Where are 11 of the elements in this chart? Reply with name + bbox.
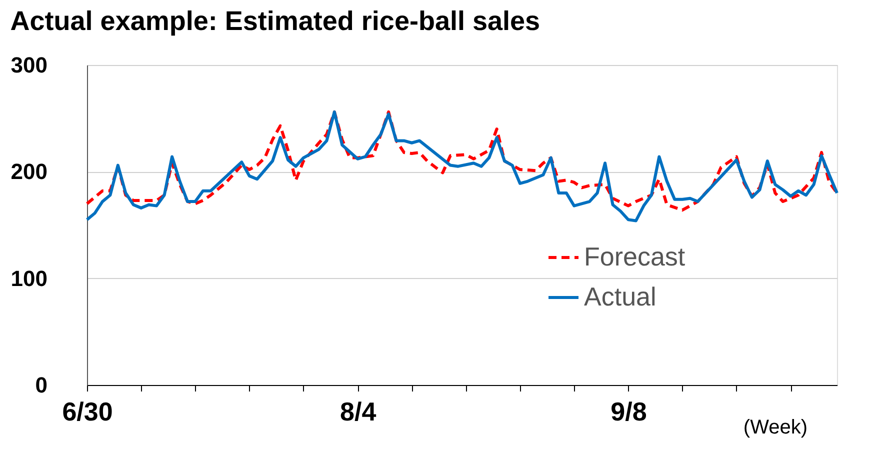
- x-tick-label: 8/4: [340, 396, 377, 426]
- y-tick-label: 100: [10, 266, 48, 291]
- x-tick-label: 9/8: [610, 396, 647, 426]
- x-tick-label: 6/30: [62, 396, 113, 426]
- chart-title: Actual example: Estimated rice-ball sales: [10, 6, 540, 36]
- legend-label: Forecast: [584, 242, 686, 272]
- y-tick-label: 300: [10, 52, 48, 78]
- legend-label: Actual: [584, 282, 656, 312]
- y-tick-label: 200: [10, 159, 48, 184]
- x-axis-title: (Week): [743, 416, 808, 438]
- y-tick-label: 0: [35, 372, 48, 398]
